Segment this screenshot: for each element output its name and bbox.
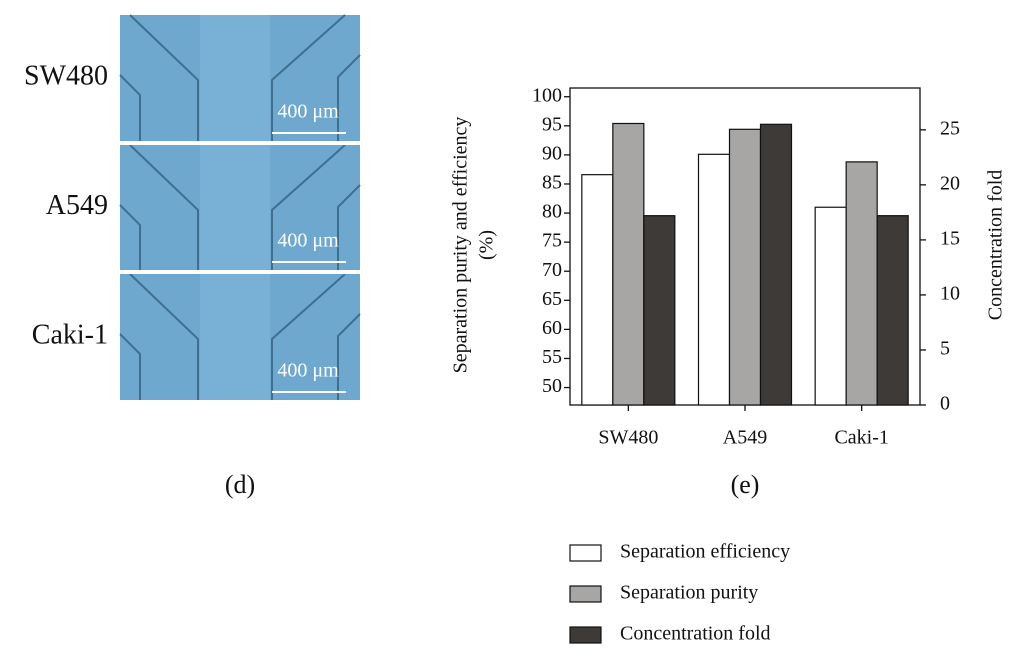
y-tick-label: 85 [542, 172, 562, 194]
y-axis-label: Separation purity and efficiency [450, 117, 472, 374]
legend-label: Separation purity [620, 582, 758, 604]
y-tick-label: 95 [542, 113, 562, 135]
x-tick-label: SW480 [598, 427, 658, 449]
y2-tick-label: 25 [940, 117, 960, 139]
channel-wall [271, 144, 346, 270]
channel-wall [129, 144, 199, 270]
channel-wall [271, 14, 346, 141]
channel-wall [271, 273, 346, 400]
x-tick-label: Caki-1 [834, 427, 888, 449]
bar [728, 128, 762, 406]
y-tick-label: 100 [532, 84, 562, 106]
channel-wall [129, 14, 199, 141]
channel [200, 274, 270, 400]
legend-swatch [569, 544, 602, 562]
bar [814, 206, 847, 406]
y2-tick-label: 0 [940, 393, 950, 415]
legend-label: Separation efficiency [620, 541, 790, 563]
bar [697, 153, 731, 406]
channel-wall [129, 273, 199, 400]
y-tick-label: 90 [542, 142, 562, 164]
separator [120, 141, 360, 145]
channel-wall [119, 333, 141, 400]
y-tick-label: 60 [542, 317, 562, 339]
separator [120, 270, 360, 274]
channel-wall [337, 313, 361, 400]
scale-label: 400 μm [277, 360, 339, 382]
row-label: A549 [46, 190, 108, 221]
y-tick-label: 70 [542, 259, 562, 281]
channel [200, 15, 270, 141]
y-tick-label: 50 [542, 375, 562, 397]
channel-wall [337, 54, 361, 141]
scale-label: 400 μm [277, 230, 339, 252]
channel-wall [337, 184, 361, 270]
legend-label: Concentration fold [620, 623, 771, 645]
x-tick-label: A549 [723, 427, 767, 449]
bar [643, 215, 676, 406]
panel-caption: (e) [731, 470, 760, 499]
bar [845, 161, 878, 406]
y2-axis-label: Concentration fold [985, 170, 1007, 321]
y-tick-label: 55 [542, 346, 562, 368]
scale-label: 400 μm [277, 101, 339, 123]
channel-wall [119, 74, 141, 141]
bar [759, 123, 793, 406]
y2-tick-label: 5 [940, 338, 950, 360]
bar [612, 122, 645, 406]
channel-wall [119, 204, 141, 270]
row-label: SW480 [24, 60, 108, 91]
y-axis-label: (%) [476, 230, 498, 260]
y-tick-label: 75 [542, 230, 562, 252]
y-tick-label: 65 [542, 288, 562, 310]
legend-swatch [569, 626, 602, 644]
y-tick-label: 80 [542, 201, 562, 223]
bar [876, 215, 909, 406]
y2-tick-label: 15 [940, 227, 960, 249]
bar [581, 174, 614, 406]
row-label: Caki-1 [32, 319, 108, 350]
channel [200, 145, 270, 270]
legend-swatch [569, 585, 602, 603]
panel-caption: (d) [225, 470, 255, 499]
y2-tick-label: 20 [940, 172, 960, 194]
y2-tick-label: 10 [940, 283, 960, 305]
